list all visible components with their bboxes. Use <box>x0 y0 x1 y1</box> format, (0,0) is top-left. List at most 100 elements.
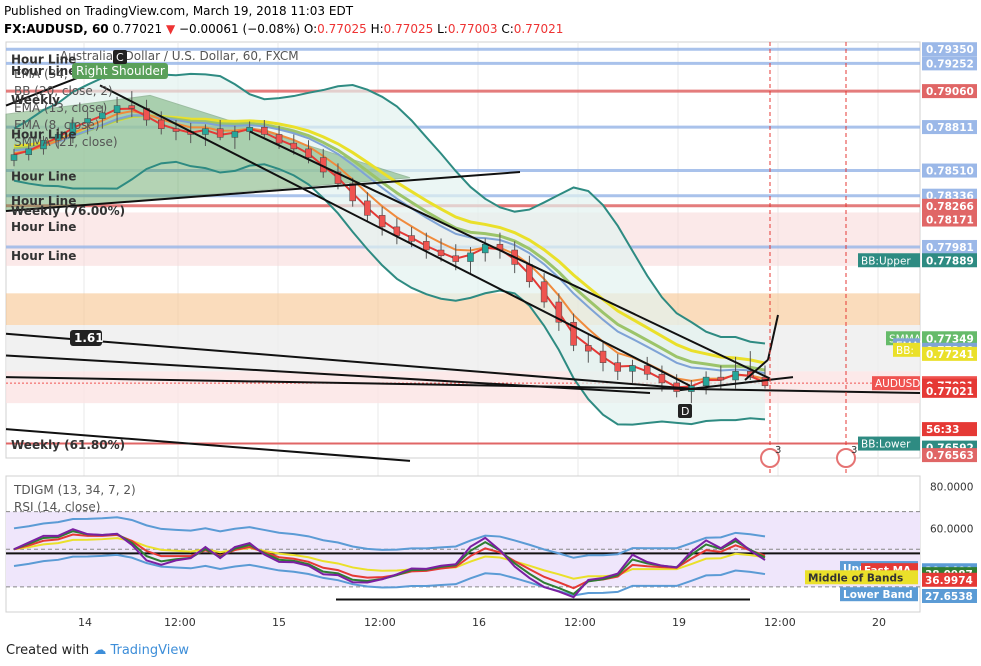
price-label-bg <box>922 84 977 99</box>
candle-body <box>40 139 47 150</box>
candle-body <box>113 105 121 114</box>
candle-body <box>334 171 342 184</box>
h-label: H: <box>370 22 384 36</box>
candle-body <box>614 362 621 372</box>
l-label: L: <box>437 22 448 36</box>
candle-body <box>275 134 283 144</box>
bb-lower-line <box>13 160 766 426</box>
point-bg <box>113 50 127 64</box>
osc-label-bg <box>840 587 918 602</box>
o-value: 0.77025 <box>317 22 367 36</box>
price-change: −0.00061 (−0.08%) <box>179 22 301 36</box>
candle-body <box>128 105 136 109</box>
c-label: C: <box>501 22 514 36</box>
pink-zone <box>6 371 920 404</box>
price-label: 0.79060 <box>926 86 974 98</box>
osc-label: Middle of Bands <box>808 572 903 584</box>
l-value: 0.77003 <box>447 22 498 36</box>
osc-label: 27.6538 <box>925 591 973 603</box>
candle-body <box>364 200 371 216</box>
candle-body <box>290 142 298 150</box>
candle-body <box>202 128 209 135</box>
trend-line <box>5 428 411 462</box>
price-label: 0.78811 <box>926 122 974 134</box>
price-label-bg <box>922 331 977 346</box>
tradingview-brand[interactable]: TradingView <box>110 643 189 658</box>
price-label-bg <box>922 346 977 361</box>
trend-line <box>5 171 521 212</box>
level-label: Hour Line <box>11 127 76 141</box>
trend-line <box>679 376 794 392</box>
level-label: Hour Line <box>11 52 76 66</box>
candle-body <box>437 249 445 257</box>
price-label-bg <box>922 56 977 71</box>
candle-body <box>585 345 592 352</box>
bollinger-fill <box>14 68 765 425</box>
candle-body <box>643 365 651 375</box>
candle-body <box>349 183 356 202</box>
tradingview-logo-icon: ☁ <box>93 643 107 658</box>
candle-body <box>305 148 312 158</box>
x-tick-label: 14 <box>78 616 92 629</box>
price-label: 0.77241 <box>926 349 974 361</box>
series-tag-bg <box>872 376 920 391</box>
price-label-bg <box>922 253 977 268</box>
price-label-bg <box>922 42 977 57</box>
trend-line <box>5 332 691 390</box>
footer: Created with ☁ TradingView <box>6 643 189 658</box>
last-price: 0.77021 <box>112 22 163 36</box>
price-label: 0.77021 <box>926 386 974 398</box>
osc-lower-band <box>13 553 766 597</box>
candle-body <box>246 126 253 132</box>
oscillator-rsi-title: RSI (14, close) <box>14 500 100 514</box>
level-label: Weekly (76.00%) <box>11 204 125 218</box>
x-tick-label: 12:00 <box>564 616 596 629</box>
x-tick-label: 12:00 <box>164 616 196 629</box>
series-tag-bg <box>858 436 920 451</box>
symbol-line: FX:AUDUSD, 60 0.77021 ▼ −0.00061 (−0.08%… <box>4 22 563 36</box>
ema-blue-line <box>13 114 766 375</box>
point-c: C <box>116 51 124 64</box>
trend-line <box>5 376 921 394</box>
level-label: Hour Line <box>11 64 76 78</box>
candle-body <box>555 301 563 323</box>
candle-body <box>423 241 430 251</box>
candle-body <box>261 126 268 135</box>
candle-body <box>172 128 180 132</box>
candle-body <box>481 243 489 254</box>
legend-entry: BB (20, close, 2) <box>14 84 113 98</box>
price-label-bg <box>922 239 977 254</box>
price-label-bg <box>922 212 977 227</box>
price-label-bg <box>922 422 977 437</box>
x-tick-label: 20 <box>872 616 886 629</box>
event-count: 3 <box>775 445 781 456</box>
price-label-bg <box>922 383 977 398</box>
candle-body <box>99 112 106 119</box>
osc-label: 36.9974 <box>925 575 973 587</box>
x-tick-label: 12:00 <box>364 616 396 629</box>
level-label: Hour Line <box>11 169 76 183</box>
legend-entry: SMMA (21, close) <box>14 135 118 149</box>
series-tag: BB:Lower <box>861 439 911 451</box>
osc-label-bg <box>922 572 977 587</box>
price-label: 0.78510 <box>926 166 974 178</box>
candle-body <box>216 128 224 138</box>
candle-body <box>526 264 533 283</box>
candle-body <box>702 376 710 387</box>
candle-body <box>10 154 18 161</box>
created-with: Created with <box>6 643 90 658</box>
candle-body <box>732 371 739 381</box>
price-label-bg <box>922 120 977 135</box>
x-tick-label: 16 <box>472 616 486 629</box>
event-flag-icon <box>760 448 780 468</box>
level-label: Hour Line <box>11 194 76 208</box>
annotation-bg <box>70 330 102 346</box>
osc-middle-band <box>13 537 766 580</box>
point-d: D <box>681 405 689 418</box>
series-tag-bg <box>893 342 920 357</box>
down-arrow-icon: ▼ <box>165 22 176 36</box>
candle-body <box>54 134 62 141</box>
ema8-line <box>13 107 766 389</box>
